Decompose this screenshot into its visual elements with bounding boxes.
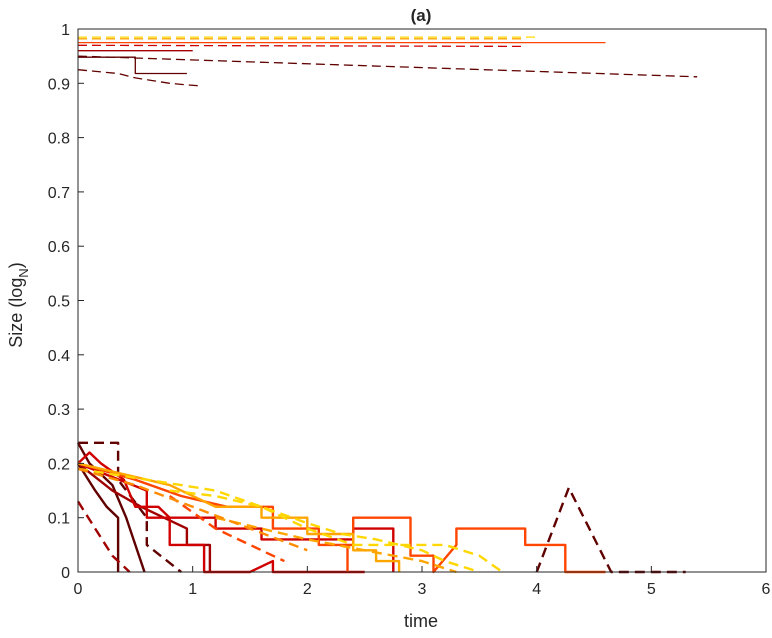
y-tick-label: 0.9 [48,76,70,93]
series-line-23 [169,489,503,573]
y-tick-label: 1 [61,22,70,39]
series-line-4 [77,44,526,48]
y-tick-label: 0.1 [48,511,70,528]
y-tick-label: 0.4 [48,348,70,365]
series-line-6 [77,55,698,78]
series-layer [76,36,698,574]
y-tick-label: 0 [61,565,70,582]
series-line-17 [347,516,606,574]
series-line-9 [78,441,182,573]
series-line-22 [77,467,480,574]
y-tick-label: 0.6 [48,239,70,256]
y-axis-title-main: Size (log [6,278,26,348]
series-line-21 [215,516,457,574]
x-tick-label: 3 [418,581,427,598]
x-tick-label: 6 [762,581,771,598]
series-line-11 [76,462,120,572]
series-line-12 [535,486,686,574]
y-axis-title: Size (logN) [6,262,31,347]
x-tick-label: 0 [74,581,83,598]
y-axis-title-close: ) [6,262,26,268]
series-line-24 [77,467,308,552]
y-tick-label: 0.2 [48,456,70,473]
series-line-15 [77,451,365,574]
series-line-16 [77,462,395,572]
series-line-7 [78,56,187,75]
series-line-19 [169,495,285,563]
x-tick-label: 4 [532,581,541,598]
series-line-13 [77,462,212,572]
chart-title: (a) [411,6,432,25]
x-axis: 0 1 2 3 4 5 6 [74,566,771,598]
y-tick-label: 0.8 [48,131,70,148]
series-line-14 [76,500,131,573]
series-line-20 [77,462,401,572]
y-tick-label: 0.5 [48,294,70,311]
y-tick-label: 0.3 [48,402,70,419]
y-tick-label: 0.7 [48,185,70,202]
y-axis: 0 0.1 0.2 0.3 0.4 0.5 0.6 0.7 0.8 0.9 1 [48,22,84,582]
y-axis-title-subscript: N [16,268,31,277]
x-tick-label: 2 [303,581,312,598]
series-line-8 [77,69,202,87]
x-tick-label: 1 [188,581,197,598]
x-tick-label: 5 [647,581,656,598]
x-axis-title: time [404,611,438,631]
